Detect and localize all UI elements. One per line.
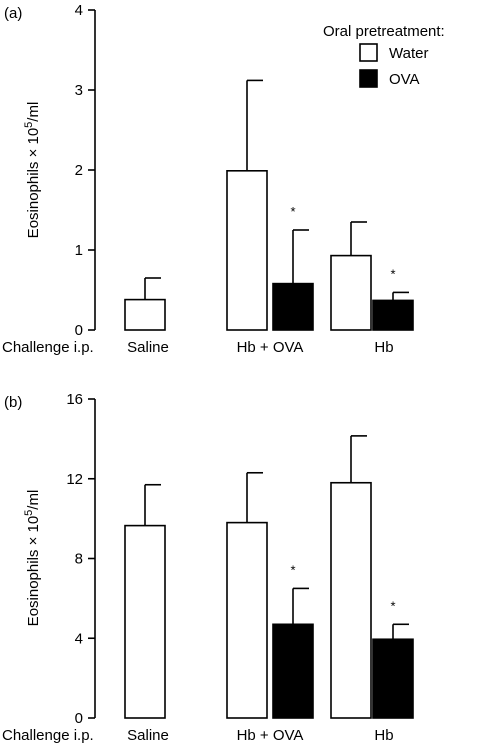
category-label: Hb	[374, 727, 393, 744]
y-tick-label: 0	[75, 710, 83, 727]
legend-title: Oral pretreatment:	[323, 23, 445, 40]
category-label: Saline	[127, 727, 169, 744]
bar	[272, 623, 314, 719]
significance-marker: *	[290, 562, 295, 577]
bar	[226, 170, 268, 331]
y-axis-title-exponent: 5	[23, 122, 35, 128]
y-axis-title-exponent: 5	[23, 510, 35, 516]
y-tick-label: 4	[75, 2, 83, 19]
legend-swatch	[359, 43, 378, 62]
y-axis-title-unit: /ml	[25, 102, 42, 122]
legend: Oral pretreatment: Water OVA	[323, 23, 445, 88]
y-tick-label: 3	[75, 82, 83, 99]
panel-label: (b)	[4, 394, 22, 411]
bar	[124, 298, 166, 331]
y-axis-title-text: Eosinophils × 10	[25, 128, 42, 239]
y-tick-label: 1	[75, 242, 83, 259]
category-label: Hb + OVA	[237, 339, 304, 356]
category-label: Hb	[374, 339, 393, 356]
panel-label: (a)	[4, 5, 22, 22]
significance-marker: *	[390, 266, 395, 281]
category-label: Hb + OVA	[237, 727, 304, 744]
y-tick-label: 0	[75, 322, 83, 339]
bar	[272, 282, 314, 331]
bar	[330, 254, 372, 331]
bar	[330, 481, 372, 719]
bar	[226, 521, 268, 719]
y-tick-label: 12	[66, 471, 83, 488]
y-tick-label: 4	[75, 630, 83, 647]
legend-label: Water	[389, 45, 428, 62]
legend-swatch	[359, 69, 378, 88]
y-tick-label: 2	[75, 162, 83, 179]
significance-marker: *	[390, 598, 395, 613]
panel-a: (a) 0 1 2 3 4 Eosinophils × 105/ml Challenge i.…	[2, 2, 445, 356]
x-axis-title: Challenge i.p.	[2, 727, 94, 744]
y-axis-title: Eosinophils × 105/ml	[23, 490, 42, 627]
bar	[372, 299, 414, 331]
bar	[372, 638, 414, 719]
panel-b: (b) 0 4 8 12 16 Eosinophils × 105/ml Challenge …	[2, 391, 414, 744]
category-label: Saline	[127, 339, 169, 356]
y-axis-title-text: Eosinophils × 10	[25, 516, 42, 627]
y-tick-label: 8	[75, 551, 83, 568]
y-tick-label: 16	[66, 391, 83, 408]
bar	[124, 524, 166, 719]
legend-label: OVA	[389, 71, 420, 88]
x-axis-title: Challenge i.p.	[2, 339, 94, 356]
y-axis-title: Eosinophils × 105/ml	[23, 102, 42, 239]
significance-marker: *	[290, 204, 295, 219]
y-axis-title-unit: /ml	[25, 490, 42, 510]
